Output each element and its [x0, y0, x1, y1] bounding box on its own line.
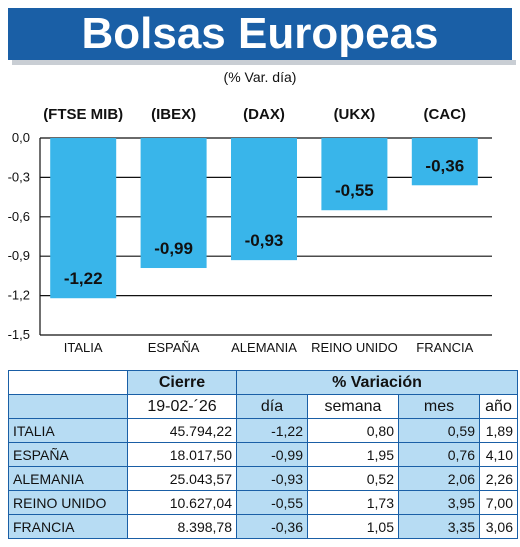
- table-row: ESPAÑA 18.017,50 -0,99 1,95 0,76 4,10: [8, 442, 518, 467]
- month-cell: 0,76: [398, 442, 480, 467]
- title-shadow: [12, 60, 516, 65]
- table-row: ITALIA 45.794,22 -1,22 0,80 0,59 1,89: [8, 418, 518, 443]
- index-label: (UKX): [334, 106, 376, 123]
- country-cell: FRANCIA: [8, 514, 128, 539]
- bar-data-label: -0,99: [154, 239, 193, 258]
- table-row: FRANCIA 8.398,78 -0,36 1,05 3,35 3,06: [8, 514, 518, 539]
- month-cell: 3,95: [398, 490, 480, 515]
- close-cell: 25.043,57: [127, 466, 237, 491]
- day-cell: -0,99: [236, 442, 308, 467]
- day-cell: -1,22: [236, 418, 308, 443]
- day-cell: -0,55: [236, 490, 308, 515]
- page-title: Bolsas Europeas: [81, 9, 439, 58]
- chart-subtitle: (% Var. día): [223, 69, 297, 85]
- index-label: (FTSE MIB): [43, 106, 123, 123]
- week-cell: 1,05: [307, 514, 399, 539]
- year-cell: 4,10: [479, 442, 518, 467]
- day-header: día: [236, 394, 308, 419]
- table-group-header-row: Cierre % Variación: [8, 370, 518, 395]
- variation-group-header: % Variación: [236, 370, 518, 395]
- bar-data-label: -0,36: [425, 156, 464, 175]
- y-tick-label: -0,3: [8, 169, 30, 184]
- table-row: REINO UNIDO 10.627,04 -0,55 1,73 3,95 7,…: [8, 490, 518, 515]
- table-corner-cell: [8, 370, 128, 395]
- x-category-label: ALEMANIA: [231, 340, 297, 355]
- close-cell: 10.627,04: [127, 490, 237, 515]
- index-label: (DAX): [243, 106, 285, 123]
- close-cell: 45.794,22: [127, 418, 237, 443]
- month-header: mes: [398, 394, 480, 419]
- day-cell: -0,36: [236, 514, 308, 539]
- y-tick-label: 0,0: [12, 130, 30, 145]
- index-label: (IBEX): [151, 106, 196, 123]
- week-cell: 1,73: [307, 490, 399, 515]
- country-cell: ITALIA: [8, 418, 128, 443]
- market-table: Cierre % Variación 19-02-´26 día semana …: [8, 370, 518, 539]
- bar: [411, 138, 478, 186]
- bar-data-label: -1,22: [64, 269, 103, 288]
- index-label: (CAC): [424, 106, 467, 123]
- month-cell: 0,59: [398, 418, 480, 443]
- x-category-label: REINO UNIDO: [311, 340, 398, 355]
- bar: [140, 138, 207, 269]
- year-cell: 7,00: [479, 490, 518, 515]
- country-cell: ALEMANIA: [8, 466, 128, 491]
- y-tick-label: -1,2: [8, 288, 30, 303]
- year-cell: 3,06: [479, 514, 518, 539]
- table-row: ALEMANIA 25.043,57 -0,93 0,52 2,06 2,26: [8, 466, 518, 491]
- bar: [231, 138, 297, 261]
- x-category-label: ITALIA: [64, 340, 103, 355]
- week-cell: 1,95: [307, 442, 399, 467]
- week-cell: 0,52: [307, 466, 399, 491]
- x-category-label: FRANCIA: [416, 340, 473, 355]
- day-cell: -0,93: [236, 466, 308, 491]
- country-cell: ESPAÑA: [8, 442, 128, 467]
- bar-data-label: -0,93: [245, 231, 284, 250]
- country-cell: REINO UNIDO: [8, 490, 128, 515]
- year-header: año: [479, 394, 518, 419]
- date-header: 19-02-´26: [127, 394, 237, 419]
- close-group-header: Cierre: [127, 370, 237, 395]
- year-cell: 2,26: [479, 466, 518, 491]
- x-category-label: ESPAÑA: [148, 340, 200, 355]
- subheader-blank-cell: [8, 394, 128, 419]
- bar: [50, 138, 117, 299]
- title-banner: Bolsas Europeas: [8, 8, 512, 60]
- week-cell: 0,80: [307, 418, 399, 443]
- bar-data-label: -0,55: [335, 181, 374, 200]
- month-cell: 2,06: [398, 466, 480, 491]
- y-tick-label: -0,9: [8, 248, 30, 263]
- close-cell: 18.017,50: [127, 442, 237, 467]
- month-cell: 3,35: [398, 514, 480, 539]
- y-tick-label: -0,6: [8, 209, 30, 224]
- close-cell: 8.398,78: [127, 514, 237, 539]
- bar-chart: 0,0 -0,3 -0,6 -0,9 -1,2 -1,5 -1,22 (FTSE MIB) IT…: [8, 106, 492, 355]
- y-tick-label: -1,5: [8, 327, 30, 342]
- year-cell: 1,89: [479, 418, 518, 443]
- table-subheader-row: 19-02-´26 día semana mes año: [8, 394, 518, 419]
- bar: [321, 138, 388, 211]
- week-header: semana: [307, 394, 399, 419]
